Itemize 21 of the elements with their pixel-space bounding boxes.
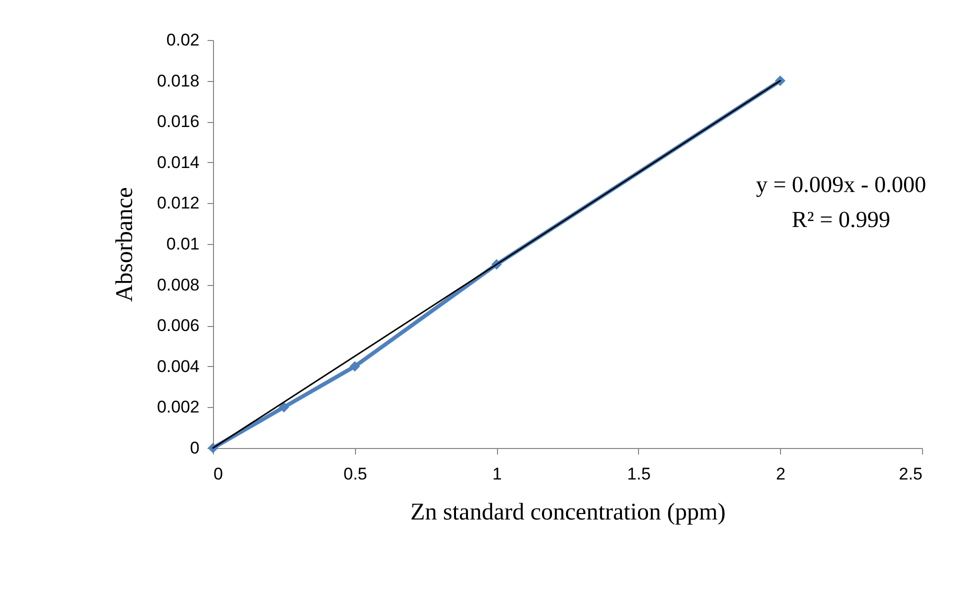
x-axis-title: Zn standard concentration (ppm) [410, 500, 726, 526]
y-tick-label: 0.012 [156, 194, 200, 213]
y-tick-label: 0.008 [156, 275, 200, 294]
y-tick-label: 0.006 [156, 316, 200, 336]
y-tick-label: 0.01 [166, 234, 200, 254]
x-tick-label: 0 [214, 464, 223, 484]
annotation: y = 0.009x - 0.000 [756, 172, 926, 197]
x-tick-label: 0.5 [343, 464, 368, 484]
y-tick-label: 0.016 [156, 112, 200, 132]
y-axis-title: Absorbance [112, 187, 138, 302]
annotation: R² = 0.999 [792, 207, 890, 232]
x-tick-label: 1.5 [627, 464, 651, 484]
x-tick-label: 2 [776, 464, 786, 484]
y-tick-label: 0.02 [166, 30, 200, 50]
y-tick-label: 0.004 [156, 356, 200, 376]
x-tick-label: 1 [492, 464, 502, 484]
y-tick-label: 0.018 [156, 71, 200, 90]
y-tick-label: 0.014 [156, 152, 200, 172]
y-tick-label: 0 [190, 438, 200, 458]
x-tick-label: 2.5 [898, 464, 922, 484]
y-tick-label: 0.002 [156, 398, 200, 417]
